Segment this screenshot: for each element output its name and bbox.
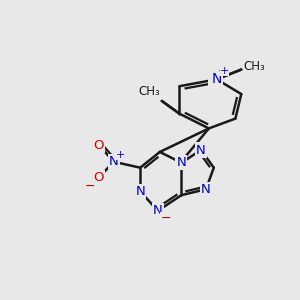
Text: +: + <box>218 67 227 76</box>
Text: N: N <box>201 183 211 196</box>
Text: N: N <box>135 185 145 198</box>
Text: O: O <box>94 171 104 184</box>
Text: N: N <box>176 156 186 169</box>
Text: −: − <box>160 212 171 225</box>
Text: N: N <box>210 72 220 86</box>
Text: +: + <box>116 150 125 160</box>
Text: N: N <box>196 143 206 157</box>
Text: O: O <box>94 139 104 152</box>
Text: N: N <box>153 204 163 218</box>
Text: CH₃: CH₃ <box>243 60 265 73</box>
Text: CH₃: CH₃ <box>138 86 159 96</box>
Text: CH₃: CH₃ <box>246 61 267 72</box>
Text: N: N <box>109 155 118 168</box>
Text: CH₃: CH₃ <box>138 85 160 98</box>
Text: −: − <box>85 180 95 193</box>
Text: +: + <box>220 67 229 76</box>
Text: N: N <box>212 72 222 86</box>
